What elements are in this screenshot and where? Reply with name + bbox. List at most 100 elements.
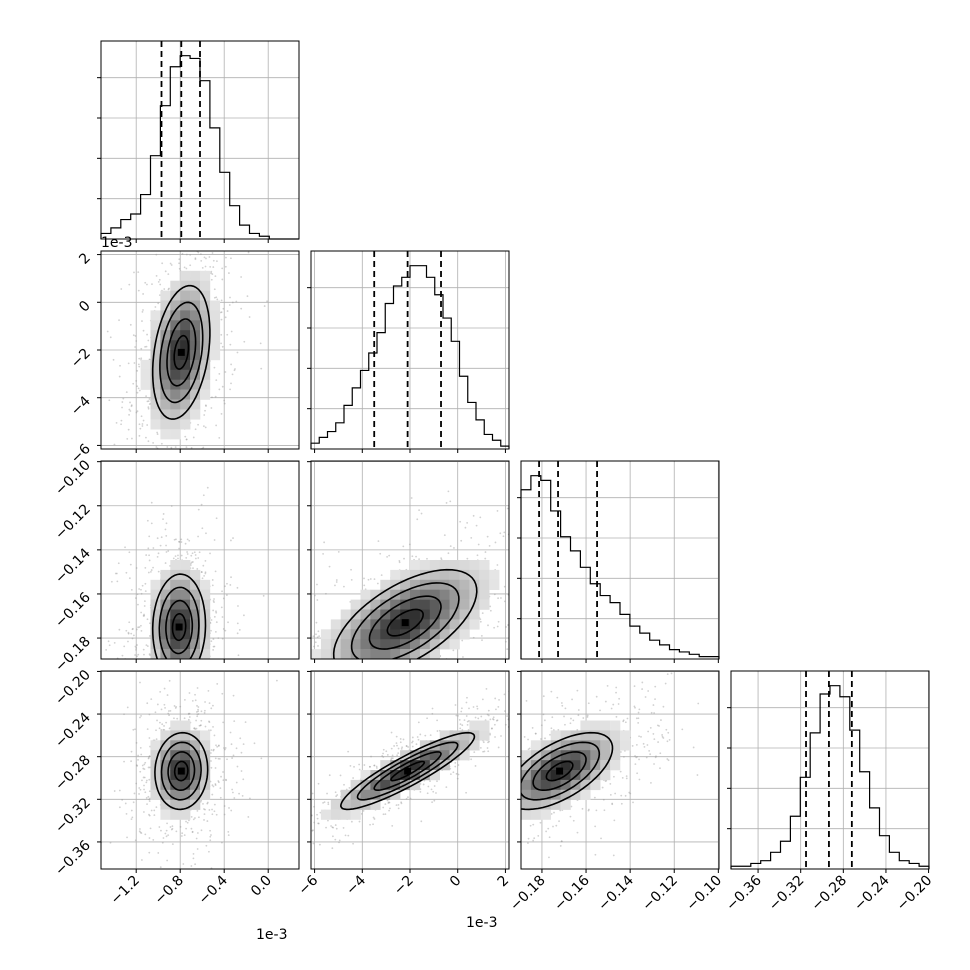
scatter-point [637,711,640,714]
density-cell [410,639,421,650]
scatter-point [342,827,345,829]
scatter-point [162,837,165,839]
scatter-point [137,758,139,761]
scatter-point [452,771,455,774]
scatter-point [156,555,159,558]
scatter-point [635,756,638,759]
x-tick-label: −4 [343,872,369,898]
scatter-point [619,770,622,773]
scatter-point [312,635,315,638]
scatter-point [186,538,189,541]
density-panel-1-3 [307,670,510,873]
density-cell [170,429,181,440]
scatter-point [144,582,147,585]
density-cell [600,750,611,761]
scatter-point [174,707,177,709]
scatter-point [405,797,408,800]
scatter-point [136,369,139,372]
scatter-point [167,712,170,715]
scatter-point [429,734,432,737]
scatter-point [148,800,151,803]
scatter-point [136,593,139,596]
scatter-point [157,302,160,305]
density-cell [459,579,470,590]
scatter-point [200,719,203,722]
scatter-point [210,407,213,409]
scatter-point [148,798,150,801]
density-cell [521,779,532,791]
scatter-point [470,536,473,539]
density-cell [540,789,551,800]
scatter-point [135,567,138,569]
scatter-point [491,881,493,883]
density-cell [590,730,601,741]
scatter-point [304,670,306,672]
density-cell [160,789,171,800]
scatter-point [411,741,413,744]
y-tick-label: 2 [76,250,94,268]
scatter-point [144,833,147,836]
scatter-point [493,626,496,629]
scatter-point [210,640,213,643]
scatter-point [419,733,422,736]
density-cell [180,379,191,390]
scatter-point [587,702,590,705]
scatter-point [204,572,207,575]
density-cell [180,629,191,640]
scatter-point [506,507,509,510]
scatter-point [212,785,215,788]
scatter-point [150,569,153,571]
scatter-point [571,698,573,701]
scatter-point [179,705,182,708]
scatter-point [303,658,305,660]
density-cell [180,409,191,420]
scatter-point [430,788,433,791]
density-cell [400,770,411,781]
scatter-point [226,244,228,246]
scatter-point [133,271,135,274]
density-cell [449,599,460,610]
scatter-point [242,743,245,746]
scatter-point [142,615,145,617]
scatter-point [509,806,511,808]
scatter-point [223,747,225,749]
scatter-point [647,730,650,733]
scatter-point [147,339,150,342]
scatter-point [221,278,224,281]
scatter-point [135,628,138,631]
scatter-point [460,707,463,710]
scatter-point [487,714,490,717]
scatter-point [176,717,179,720]
density-cell [429,760,440,771]
density-cell [479,589,490,600]
scatter-point [248,316,251,318]
scatter-point [236,765,239,768]
histogram-panel-1 [307,250,510,453]
scatter-point [200,571,203,573]
scatter-point [354,663,356,665]
scatter-point [208,256,211,258]
density-cell [140,369,151,380]
contour-line [171,613,187,642]
scatter-point [606,684,609,687]
density-cell [580,779,591,791]
scatter-point [177,450,179,452]
density-cell [200,280,211,291]
scatter-point [194,257,197,260]
density-cell [200,379,211,390]
density-cell [180,270,191,281]
scatter-point [426,717,428,720]
density-cell [160,379,171,390]
histogram-step-line [520,475,720,659]
scatter-point [457,714,459,717]
scatter-point [141,320,143,322]
scatter-point [210,278,213,281]
scatter-point [201,527,204,530]
scatter-point [165,829,168,832]
y-tick-label: −0.20 [52,667,94,709]
histogram-step-line [310,265,510,449]
scatter-point [513,773,515,775]
scatter-point [190,816,193,818]
scatter-point [181,665,183,667]
density-cell [610,720,621,731]
